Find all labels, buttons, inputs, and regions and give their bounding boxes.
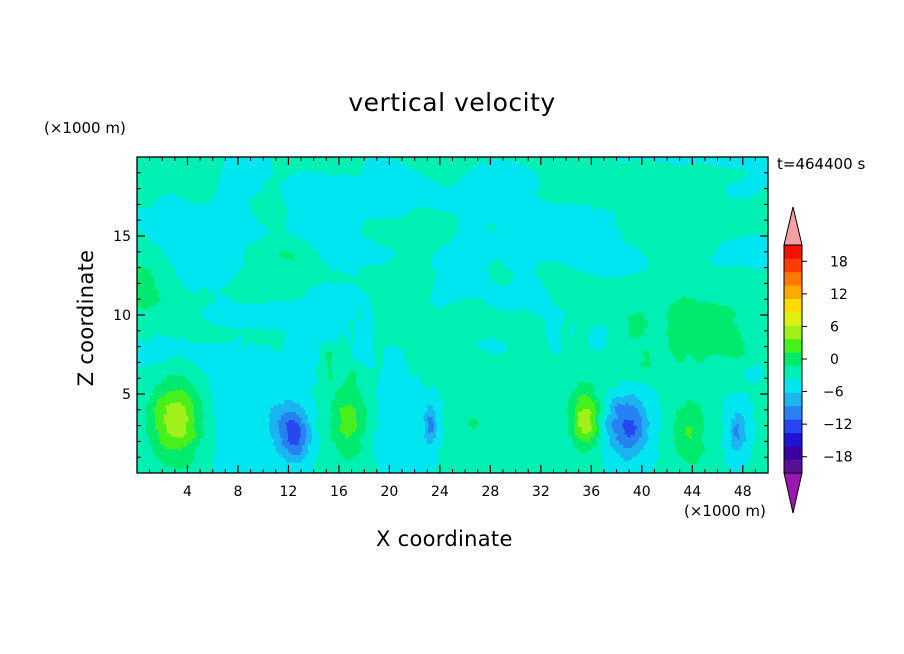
x-tick-label: 8: [233, 484, 242, 500]
colorbar-segment: [784, 419, 802, 434]
colorbar-segment: [784, 298, 802, 313]
colorbar-tick-label: 12: [830, 287, 848, 303]
x-tick-label: 32: [532, 484, 550, 500]
x-axis-label: X coordinate: [376, 527, 513, 551]
y-tick-label: 5: [122, 387, 131, 403]
x-tick-label: 12: [280, 484, 298, 500]
colorbar-segment: [784, 312, 802, 326]
colorbar-segment: [784, 432, 802, 447]
contour-cells: [137, 157, 768, 473]
x-axis-unit: (×1000 m): [684, 502, 766, 520]
colorbar-tick-label: −12: [823, 417, 853, 433]
colorbar-tick-label: 0: [830, 352, 839, 368]
chart-title: vertical velocity: [0, 88, 904, 117]
x-tick-label: 48: [734, 484, 752, 500]
x-tick-label: 44: [683, 484, 701, 500]
contour-field: [137, 157, 768, 473]
x-tick-label: 20: [380, 484, 398, 500]
colorbar-segment: [784, 338, 802, 353]
x-tick-label: 28: [481, 484, 499, 500]
x-tick-label: 40: [633, 484, 651, 500]
y-tick-label: 15: [113, 229, 131, 245]
colorbar-tick-label: 18: [830, 254, 848, 270]
colorbar-segment: [784, 459, 802, 474]
colorbar-segment: [784, 245, 802, 259]
colorbar-segment: [784, 446, 802, 460]
colorbar-segment: [784, 392, 802, 407]
colorbar-segment: [784, 285, 802, 299]
x-tick-label: 36: [582, 484, 600, 500]
colorbar-segment: [784, 258, 802, 273]
x-tick-label: 24: [431, 484, 449, 500]
colorbar: 18 12 6 0 −6 −12 −18: [783, 206, 853, 514]
y-tick-label: 10: [113, 308, 131, 324]
colorbar-segment: [784, 271, 802, 286]
colorbar-high-arrow: [783, 206, 803, 246]
colorbar-segment: [784, 325, 802, 340]
colorbar-segment: [784, 379, 802, 393]
colorbar-tick-label: −18: [823, 450, 853, 466]
time-label: t=464400 s: [777, 155, 865, 173]
colorbar-tick-label: −6: [823, 385, 844, 401]
colorbar-segment: [784, 352, 802, 367]
colorbar-tick-label: 6: [830, 319, 839, 335]
colorbar-low-arrow: [783, 472, 803, 514]
x-tick-label: 16: [330, 484, 348, 500]
x-tick-label: 4: [183, 484, 192, 500]
colorbar-segment: [784, 365, 802, 380]
y-axis-unit: (×1000 m): [44, 119, 126, 137]
colorbar-segment: [784, 405, 802, 420]
